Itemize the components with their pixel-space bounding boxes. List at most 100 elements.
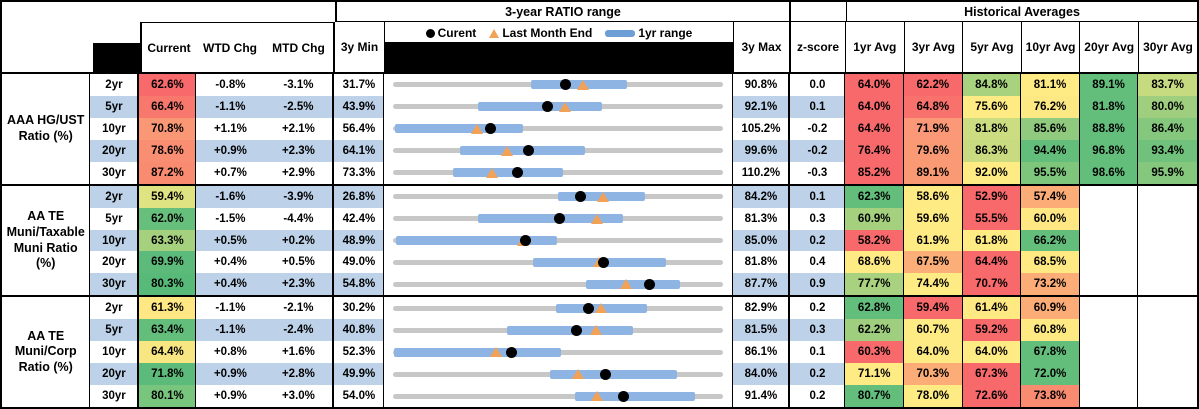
avg-cell	[1138, 385, 1197, 408]
avg-cell: 77.7%	[845, 273, 905, 296]
avg-cell: 61.8%	[962, 229, 1022, 252]
range-bar	[478, 102, 602, 112]
table-row: 30yr 87.2% +0.7% +2.9% 73.3% 110.2% -0.3 85.2%…	[90, 161, 1197, 184]
current-marker	[506, 346, 518, 358]
current-marker	[554, 213, 566, 225]
avg-cell: 94.4%	[1021, 139, 1080, 162]
current-cell: 62.6%	[139, 74, 197, 96]
avg-cell: 73.8%	[1021, 385, 1080, 408]
header-band-2: Current WTD Chg MTD Chg 3y Min Curent La…	[2, 22, 1197, 74]
z-score-cell: -0.3	[790, 161, 846, 184]
avg-cell: 64.0%	[845, 95, 905, 118]
range-chart	[384, 95, 734, 118]
min-3y-cell: 49.0%	[334, 251, 385, 274]
wtd-chg-cell: +0.5%	[196, 229, 265, 252]
last-month-marker	[485, 167, 498, 178]
avg-cell: 92.0%	[962, 161, 1022, 184]
last-month-marker	[500, 145, 513, 156]
tenor-cell: 5yr	[90, 95, 140, 118]
range-chart	[384, 363, 734, 386]
avg-cell: 62.8%	[845, 297, 905, 320]
avg-cell	[1138, 363, 1197, 386]
avg-cell: 74.4%	[904, 273, 963, 296]
section-rows: 2yr 62.6% -0.8% -3.1% 31.7% 90.8% 0.0 64.0% 62.…	[90, 74, 1197, 184]
wtd-chg-column-header: WTD Chg	[203, 40, 257, 55]
z-score-cell: 0.1	[790, 185, 846, 208]
avg-cell: 96.8%	[1079, 139, 1139, 162]
avg-cell: 67.3%	[962, 363, 1022, 386]
current-cell: 69.9%	[139, 251, 197, 274]
z-score-cell: 0.4	[790, 251, 846, 274]
range-chart	[384, 297, 734, 320]
current-cell: 80.1%	[139, 385, 197, 408]
avg-cell: 70.7%	[962, 273, 1022, 296]
range-bar	[550, 369, 677, 379]
range-chart	[384, 161, 734, 184]
range-track	[393, 126, 724, 132]
min-3y-cell: 26.8%	[334, 185, 385, 208]
max-3y-cell: 81.5%	[733, 319, 791, 342]
section-label: AAA HG/UST Ratio (%)	[2, 74, 91, 184]
current-cell: 80.3%	[139, 273, 197, 296]
avg-cell: 64.8%	[904, 95, 963, 118]
table-row: 2yr 59.4% -1.6% -3.9% 26.8% 84.2% 0.1 62.3% 58.…	[90, 185, 1197, 208]
z-score-cell: 0.2	[790, 385, 846, 408]
mtd-chg-cell: +0.2%	[264, 229, 335, 252]
current-marker	[541, 101, 553, 113]
avg-cell: 60.8%	[1021, 319, 1080, 342]
max-3y-cell: 87.7%	[733, 273, 791, 296]
avg-cell: 64.0%	[845, 74, 905, 96]
last-month-marker	[591, 391, 604, 402]
table-row: 20yr 78.6% +0.9% +2.3% 64.1% 99.6% -0.2 76.4% 7…	[90, 139, 1197, 162]
wtd-chg-cell: -1.1%	[196, 95, 265, 118]
tenor-cell: 10yr	[90, 229, 140, 252]
range-bar-icon	[605, 29, 636, 37]
zscore-spacer	[791, 2, 846, 22]
max-3y-cell: 105.2%	[733, 117, 791, 140]
wtd-chg-cell: -1.1%	[196, 319, 265, 342]
label-column-header	[2, 22, 91, 72]
table-row: 30yr 80.3% +0.4% +2.3% 54.8% 87.7% 0.9 77.7% 74…	[90, 273, 1197, 296]
range-bar	[453, 168, 564, 178]
avg-cell: 61.9%	[904, 229, 963, 252]
mtd-chg-cell: -2.1%	[264, 297, 335, 320]
table-row: 30yr 80.1% +0.9% +3.0% 54.0% 91.4% 0.2 80.7% 78…	[90, 385, 1197, 408]
avg-cell: 95.5%	[1021, 161, 1080, 184]
min-3y-cell: 49.9%	[334, 363, 385, 386]
max-3y-cell: 84.2%	[733, 185, 791, 208]
max-3y-cell: 85.0%	[733, 229, 791, 252]
tenor-cell: 30yr	[90, 385, 140, 408]
avg-cell	[1138, 273, 1197, 296]
section-aa-te-corp: AA TE Muni/Corp Ratio (%) 2yr 61.3% -1.1% -…	[2, 295, 1197, 408]
max-3y-cell: 90.8%	[733, 74, 791, 96]
mtd-chg-cell: +1.6%	[264, 341, 335, 364]
chart-legend: Curent Last Month End 1yr range	[385, 22, 733, 44]
avg-cell	[1079, 185, 1139, 208]
range-chart-header: Curent Last Month End 1yr range	[385, 22, 734, 72]
wtd-chg-cell: +0.8%	[213, 346, 247, 359]
last-month-marker	[577, 79, 590, 90]
current-cell: 62.0%	[139, 207, 197, 230]
range-chart	[384, 229, 734, 252]
avg-cell: 85.2%	[845, 161, 905, 184]
avg-cell: 62.3%	[845, 185, 905, 208]
last-month-marker	[597, 191, 610, 202]
z-score-cell: 0.3	[790, 319, 846, 342]
current-cell: 59.4%	[139, 185, 197, 208]
tenor-cell: 30yr	[90, 161, 140, 184]
avg-cell: 60.0%	[1021, 207, 1080, 230]
avg-cell: 83.7%	[1138, 74, 1197, 96]
table-row: 10yr 64.4% +0.8% +1.6% 52.3% 86.1% 0.1 60.3% 64…	[90, 341, 1197, 364]
avg-cell: 61.4%	[962, 297, 1022, 320]
avg-cell: 60.7%	[904, 319, 963, 342]
current-marker	[519, 235, 531, 247]
wtd-chg-cell: -0.8%	[215, 78, 246, 91]
range-chart	[384, 185, 734, 208]
range-chart	[384, 341, 734, 364]
last-month-marker	[620, 279, 633, 290]
min-3y-cell: 56.4%	[334, 117, 385, 140]
min-3y-cell: 42.4%	[334, 207, 385, 230]
mtd-chg-cell: +0.5%	[264, 251, 335, 274]
historical-averages-title: Historical Averages	[846, 2, 1197, 22]
wtd-chg-cell: +1.1%	[213, 122, 247, 135]
